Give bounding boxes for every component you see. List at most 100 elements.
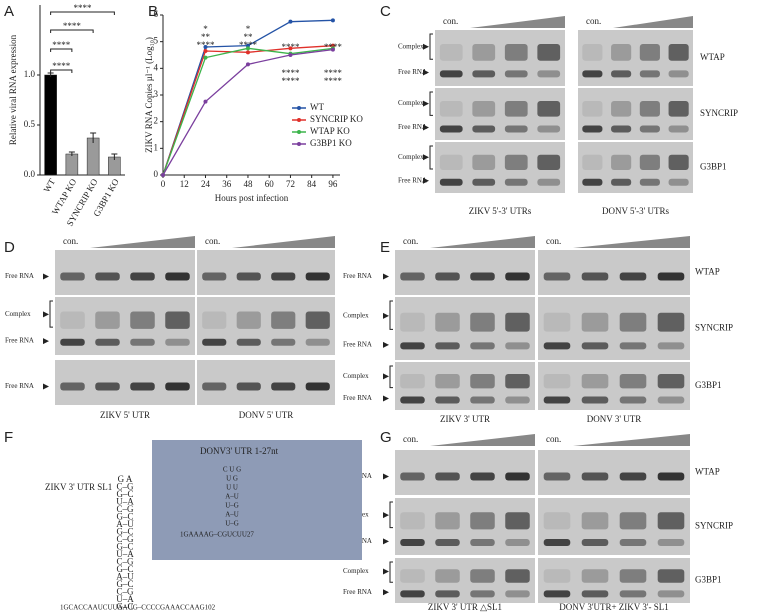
band — [470, 396, 495, 404]
band — [611, 125, 632, 133]
band — [581, 569, 609, 583]
bracket — [389, 561, 393, 583]
band — [639, 70, 660, 78]
band — [611, 44, 632, 61]
row-label: Complex — [398, 99, 424, 107]
y-tick-label: 0.5 — [24, 119, 36, 129]
protein-label: G3BP1 — [695, 380, 722, 390]
concentration-wedge — [430, 434, 535, 446]
nucleotide: G–C — [116, 542, 133, 552]
y-tick-label: 1 — [154, 142, 159, 152]
band — [400, 569, 425, 583]
band — [400, 590, 425, 598]
row-label: Free RNA — [5, 272, 34, 280]
band — [400, 272, 425, 281]
caption: DONV 3'UTR+ ZIKV 3'- SL1 — [559, 602, 669, 612]
band — [470, 374, 495, 389]
x-tick-label: 12 — [180, 179, 189, 189]
sig-bracket — [50, 11, 115, 15]
band — [439, 70, 463, 78]
line — [162, 49, 334, 176]
caption: ZIKV 5' UTR — [100, 410, 150, 420]
band — [305, 382, 330, 391]
row-label: Free RNA — [5, 337, 34, 345]
band — [505, 396, 530, 404]
band — [581, 396, 609, 404]
band — [537, 101, 561, 117]
band — [504, 154, 528, 171]
protein-label: SYNCRIP — [695, 521, 733, 531]
band — [236, 382, 261, 391]
row-label: Complex — [398, 153, 424, 161]
band — [130, 311, 155, 329]
band — [505, 539, 530, 547]
band — [581, 512, 609, 530]
point — [245, 50, 250, 55]
band — [271, 382, 296, 391]
band — [581, 539, 609, 547]
caption: ZIKV 3' UTR △SL1 — [428, 602, 502, 612]
protein-label: SYNCRIP — [700, 108, 738, 118]
y-tick-label: 0 — [154, 169, 159, 179]
band — [639, 44, 660, 61]
control-label: con. — [205, 236, 220, 246]
band — [470, 312, 495, 332]
bracket — [389, 300, 393, 330]
y-tick-label: 5 — [154, 36, 159, 46]
protein-label: SYNCRIP — [695, 323, 733, 333]
bracket — [429, 145, 433, 170]
x-tick-label: 0 — [161, 179, 166, 189]
band — [435, 396, 460, 404]
error-bar — [90, 132, 97, 143]
legend-label: WTAP KO — [310, 126, 350, 136]
band — [472, 101, 496, 117]
panel-letter: B — [148, 3, 158, 20]
concentration-wedge — [90, 236, 195, 248]
sig-label: **** — [324, 68, 343, 78]
sig-label: * — [246, 24, 251, 34]
band — [439, 125, 463, 133]
sig-bracket — [50, 29, 94, 33]
point — [203, 49, 208, 53]
nucleotide: U–A — [116, 549, 134, 559]
band — [470, 569, 495, 583]
arrow — [383, 341, 389, 348]
y-tick-label: 1.0 — [24, 69, 36, 79]
concentration-wedge — [232, 236, 335, 248]
arrow — [423, 100, 429, 107]
nucleotide: U–A — [116, 594, 134, 604]
row-label: Free RNA — [343, 394, 372, 402]
protein-label: G3BP1 — [700, 162, 727, 172]
band — [505, 472, 530, 481]
control-label: con. — [586, 16, 601, 26]
row-label: Free RNA — [343, 340, 372, 348]
band — [582, 44, 603, 61]
band — [619, 342, 647, 350]
band — [435, 512, 460, 530]
band — [130, 338, 155, 346]
band — [236, 311, 261, 329]
band — [543, 569, 571, 583]
band — [470, 342, 495, 350]
error-bar — [111, 153, 118, 160]
nucleotide: G–C — [116, 489, 133, 499]
row-label: Complex — [343, 312, 369, 320]
legend-label: G3BP1 KO — [310, 138, 352, 148]
band — [619, 374, 647, 389]
caption: ZIKV 3' UTR — [440, 414, 490, 424]
band — [470, 472, 495, 481]
row-label: Free RNA — [398, 123, 427, 131]
band — [543, 272, 571, 281]
sig-label: **** — [324, 42, 343, 52]
band — [472, 154, 496, 171]
band — [639, 101, 660, 117]
nucleotide: G–C — [116, 527, 133, 537]
band — [400, 512, 425, 530]
band — [400, 312, 425, 332]
box-title: DONV3' UTR 1-27nt — [200, 446, 279, 456]
nucleotide: G–C — [116, 579, 133, 589]
sig-label: **** — [52, 61, 71, 71]
band — [619, 312, 647, 332]
sig-label: * — [203, 24, 208, 34]
